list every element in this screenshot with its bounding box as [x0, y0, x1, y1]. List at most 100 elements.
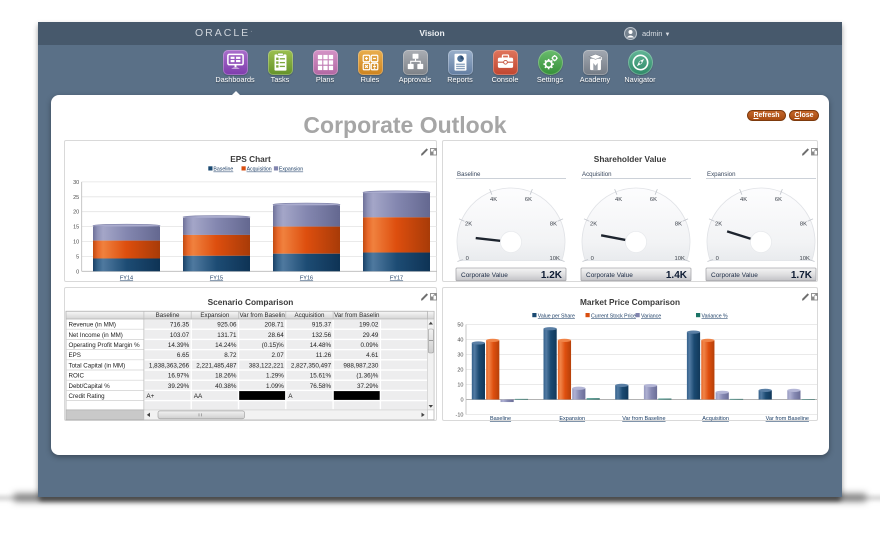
svg-text:Acquisition: Acquisition	[294, 312, 324, 319]
svg-text:Corporate Value: Corporate Value	[586, 272, 633, 279]
svg-text:988,987,230: 988,987,230	[343, 362, 379, 369]
svg-text:Expansion: Expansion	[707, 171, 735, 178]
svg-text:208.71: 208.71	[265, 322, 285, 329]
svg-text:0: 0	[76, 269, 79, 275]
svg-text:1.29%: 1.29%	[266, 373, 284, 380]
svg-text:(1.36)%: (1.36)%	[356, 373, 378, 380]
svg-text:Debt/Capital %: Debt/Capital %	[69, 383, 111, 390]
svg-text:15.61%: 15.61%	[310, 373, 332, 380]
svg-text:8K: 8K	[550, 221, 557, 227]
svg-text:37.29%: 37.29%	[357, 383, 379, 390]
svg-text:1.09%: 1.09%	[266, 383, 284, 390]
svg-text:Expansion: Expansion	[200, 312, 229, 319]
svg-text:40: 40	[457, 338, 463, 344]
svg-text:915.37: 915.37	[312, 322, 332, 329]
svg-text:0: 0	[460, 398, 463, 404]
svg-text:0: 0	[716, 256, 719, 262]
svg-text:Baseline: Baseline	[213, 167, 233, 173]
svg-text:Acquisition: Acquisition	[582, 171, 611, 178]
svg-text:Var from Baselin: Var from Baselin	[240, 312, 286, 319]
svg-text:A+: A+	[146, 393, 154, 400]
svg-text:14.39%: 14.39%	[168, 342, 190, 349]
svg-text:Variance %: Variance %	[702, 313, 729, 319]
svg-text:FY14: FY14	[120, 276, 133, 282]
svg-text:4K: 4K	[490, 197, 497, 203]
svg-text:10K: 10K	[800, 256, 810, 262]
svg-text:11.26: 11.26	[316, 352, 332, 359]
svg-text:8.72: 8.72	[224, 352, 237, 359]
svg-text:Acquisition: Acquisition	[247, 167, 272, 173]
svg-text:50: 50	[457, 323, 463, 329]
svg-text:10K: 10K	[675, 256, 685, 262]
svg-text:Var from Baselin: Var from Baselin	[334, 312, 380, 319]
svg-text:Corporate Value: Corporate Value	[461, 272, 508, 279]
svg-text:28.64: 28.64	[268, 332, 284, 339]
svg-text:6K: 6K	[525, 197, 532, 203]
svg-text:1.7K: 1.7K	[791, 270, 813, 281]
svg-text:10K: 10K	[550, 256, 560, 262]
svg-text:Baseline: Baseline	[156, 312, 180, 319]
svg-text:199.02: 199.02	[359, 322, 379, 329]
svg-text:Corporate Value: Corporate Value	[711, 272, 758, 279]
svg-text:14.24%: 14.24%	[215, 342, 237, 349]
svg-text:Baseline: Baseline	[457, 171, 481, 178]
svg-text:Current Stock Price: Current Stock Price	[591, 313, 636, 319]
svg-text:Total Capital (in MM): Total Capital (in MM)	[69, 362, 126, 369]
svg-text:6K: 6K	[775, 197, 782, 203]
svg-text:FY16: FY16	[300, 276, 313, 282]
svg-text:40.38%: 40.38%	[215, 383, 237, 390]
svg-text:4K: 4K	[615, 197, 622, 203]
svg-text:2K: 2K	[715, 221, 722, 227]
svg-text:Value per Share: Value per Share	[538, 313, 575, 319]
svg-text:103.07: 103.07	[170, 332, 190, 339]
svg-text:4.61: 4.61	[366, 352, 379, 359]
svg-text:ROIC: ROIC	[69, 373, 85, 380]
svg-text:EPS: EPS	[69, 352, 81, 359]
svg-text:FY15: FY15	[210, 276, 223, 282]
svg-text:Credit Rating: Credit Rating	[69, 393, 106, 400]
svg-text:4K: 4K	[740, 197, 747, 203]
svg-text:0: 0	[591, 256, 594, 262]
svg-text:15: 15	[73, 225, 79, 231]
svg-text:131.71: 131.71	[217, 332, 237, 339]
svg-text:20: 20	[457, 368, 463, 374]
svg-text:1.4K: 1.4K	[666, 270, 688, 281]
svg-text:Acquisition: Acquisition	[702, 416, 729, 422]
svg-text:6K: 6K	[650, 197, 657, 203]
svg-text:AA: AA	[194, 393, 203, 400]
svg-text:Variance: Variance	[641, 313, 661, 319]
svg-text:29.49: 29.49	[363, 332, 379, 339]
svg-text:25: 25	[73, 195, 79, 201]
svg-text:2.07: 2.07	[272, 352, 285, 359]
svg-text:(0.15)%: (0.15)%	[262, 342, 284, 349]
svg-text:925.06: 925.06	[217, 322, 237, 329]
svg-text:14.48%: 14.48%	[310, 342, 332, 349]
svg-text:2K: 2K	[590, 221, 597, 227]
svg-text:39.29%: 39.29%	[168, 383, 190, 390]
svg-text:FY17: FY17	[390, 276, 403, 282]
svg-text:16.97%: 16.97%	[168, 373, 190, 380]
svg-text:6.65: 6.65	[177, 352, 190, 359]
svg-text:10: 10	[73, 240, 79, 246]
svg-text:8K: 8K	[800, 221, 807, 227]
svg-text:Expansion: Expansion	[559, 416, 585, 422]
svg-text:0: 0	[466, 256, 469, 262]
svg-text:716.35: 716.35	[170, 322, 190, 329]
svg-text:30: 30	[457, 353, 463, 359]
svg-text:10: 10	[457, 383, 463, 389]
svg-text:2,827,350,497: 2,827,350,497	[291, 362, 332, 369]
svg-text:Baseline: Baseline	[490, 416, 511, 422]
svg-text:-10: -10	[456, 413, 464, 419]
svg-text:8K: 8K	[675, 221, 682, 227]
svg-text:2,221,485,487: 2,221,485,487	[196, 362, 237, 369]
svg-text:18.26%: 18.26%	[215, 373, 237, 380]
svg-text:5: 5	[76, 254, 79, 260]
svg-text:383,122,221: 383,122,221	[249, 362, 285, 369]
svg-text:Revenue (in MM): Revenue (in MM)	[69, 322, 116, 329]
svg-text:30: 30	[73, 180, 79, 186]
svg-text:2K: 2K	[465, 221, 472, 227]
svg-text:76.58%: 76.58%	[310, 383, 332, 390]
svg-text:Operating Profit Margin %: Operating Profit Margin %	[69, 342, 141, 349]
svg-text:132.56: 132.56	[312, 332, 332, 339]
svg-text:1.2K: 1.2K	[541, 270, 563, 281]
